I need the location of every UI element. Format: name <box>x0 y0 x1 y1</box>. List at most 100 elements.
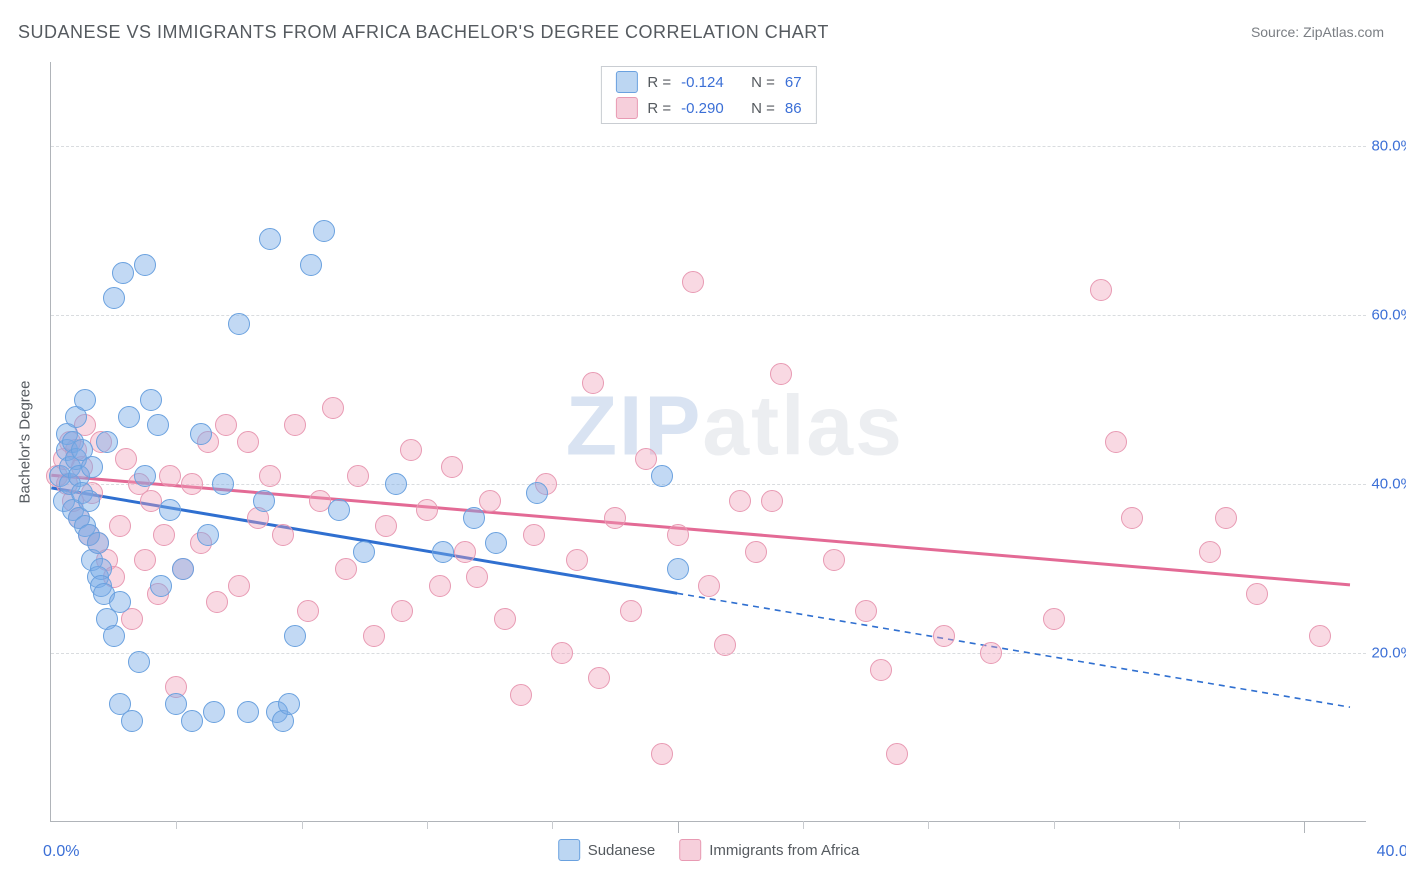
point-series-a <box>121 710 143 732</box>
legend-label: Sudanese <box>588 842 656 859</box>
point-series-b <box>566 549 588 571</box>
correlation-row: R = -0.124 N = 67 <box>601 69 815 95</box>
point-series-a <box>212 473 234 495</box>
watermark-atlas: atlas <box>702 379 903 473</box>
point-series-a <box>150 575 172 597</box>
legend-item: Sudanese <box>558 839 656 861</box>
point-series-b <box>510 684 532 706</box>
r-value: -0.124 <box>681 74 741 91</box>
point-series-b <box>770 363 792 385</box>
r-label: R = <box>647 74 671 91</box>
point-series-b <box>1121 507 1143 529</box>
point-series-b <box>855 600 877 622</box>
x-tick-minor <box>803 821 804 829</box>
point-series-a <box>253 490 275 512</box>
point-series-a <box>78 490 100 512</box>
correlation-row: R =-0.290N =86 <box>601 95 815 121</box>
point-series-a <box>128 651 150 673</box>
point-series-a <box>140 389 162 411</box>
point-series-a <box>134 465 156 487</box>
point-series-b <box>980 642 1002 664</box>
x-label-max: 40.0% <box>1377 843 1406 861</box>
gridline <box>51 484 1366 485</box>
point-series-b <box>153 524 175 546</box>
point-series-b <box>259 465 281 487</box>
x-tick-minor <box>176 821 177 829</box>
point-series-a <box>259 228 281 250</box>
legend-swatch <box>679 839 701 861</box>
point-series-b <box>1309 625 1331 647</box>
x-tick-minor <box>1179 821 1180 829</box>
point-series-a <box>228 313 250 335</box>
source-link[interactable]: ZipAtlas.com <box>1303 24 1384 40</box>
point-series-b <box>363 625 385 647</box>
point-series-a <box>432 541 454 563</box>
source-credit: Source: ZipAtlas.com <box>1251 24 1384 40</box>
point-series-b <box>551 642 573 664</box>
plot-area: Bachelor's Degree 20.0%40.0%60.0%80.0% Z… <box>50 62 1366 822</box>
point-series-a <box>159 499 181 521</box>
point-series-b <box>159 465 181 487</box>
x-tick-minor <box>427 821 428 829</box>
n-value: 67 <box>785 74 802 91</box>
watermark: ZIPatlas <box>566 378 904 475</box>
point-series-b <box>454 541 476 563</box>
point-series-b <box>429 575 451 597</box>
point-series-b <box>523 524 545 546</box>
point-series-a <box>109 591 131 613</box>
point-series-b <box>1105 431 1127 453</box>
point-series-a <box>203 701 225 723</box>
point-series-b <box>347 465 369 487</box>
point-series-a <box>463 507 485 529</box>
point-series-a <box>300 254 322 276</box>
point-series-b <box>714 634 736 656</box>
point-series-a <box>197 524 219 546</box>
watermark-zip: ZIP <box>566 379 703 473</box>
point-series-a <box>103 287 125 309</box>
point-series-b <box>322 397 344 419</box>
point-series-b <box>109 515 131 537</box>
point-series-b <box>588 667 610 689</box>
point-series-b <box>494 608 516 630</box>
n-value: 86 <box>785 100 802 117</box>
point-series-a <box>485 532 507 554</box>
source-label: Source: <box>1251 24 1303 40</box>
gridline <box>51 315 1366 316</box>
y-tick-label: 60.0% <box>1371 307 1406 324</box>
point-series-b <box>375 515 397 537</box>
point-series-a <box>96 431 118 453</box>
point-series-b <box>441 456 463 478</box>
point-series-b <box>391 600 413 622</box>
point-series-b <box>1215 507 1237 529</box>
point-series-b <box>215 414 237 436</box>
point-series-b <box>272 524 294 546</box>
point-series-a <box>651 465 673 487</box>
point-series-a <box>134 254 156 276</box>
point-series-a <box>385 473 407 495</box>
point-series-a <box>118 406 140 428</box>
point-series-a <box>667 558 689 580</box>
n-label: N = <box>751 74 775 91</box>
point-series-b <box>761 490 783 512</box>
y-tick-label: 40.0% <box>1371 476 1406 493</box>
point-series-b <box>604 507 626 529</box>
point-series-b <box>698 575 720 597</box>
point-series-a <box>74 389 96 411</box>
point-series-b <box>466 566 488 588</box>
y-tick-label: 20.0% <box>1371 645 1406 662</box>
point-series-b <box>181 473 203 495</box>
point-series-b <box>479 490 501 512</box>
point-series-b <box>870 659 892 681</box>
point-series-a <box>147 414 169 436</box>
point-series-a <box>284 625 306 647</box>
point-series-a <box>526 482 548 504</box>
point-series-b <box>667 524 689 546</box>
point-series-b <box>134 549 156 571</box>
gridline <box>51 653 1366 654</box>
y-axis-title: Bachelor's Degree <box>17 380 34 503</box>
point-series-b <box>745 541 767 563</box>
chart-title: SUDANESE VS IMMIGRANTS FROM AFRICA BACHE… <box>18 22 829 43</box>
point-series-b <box>729 490 751 512</box>
point-series-a <box>103 625 125 647</box>
r-value: -0.290 <box>681 100 741 117</box>
